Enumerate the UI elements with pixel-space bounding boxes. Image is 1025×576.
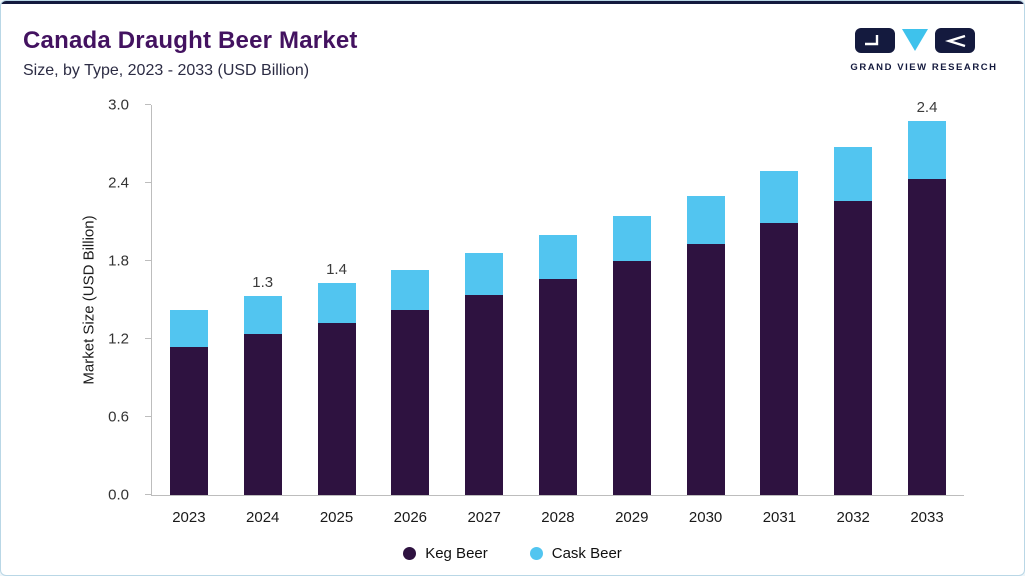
legend-swatch (403, 547, 417, 560)
y-tick-label: 1.8 (108, 252, 129, 270)
bar-segment-cask-beer (908, 120, 947, 180)
y-tick-label: 3.0 (108, 96, 129, 114)
legend-label: Keg Beer (425, 545, 488, 562)
bar-segment-cask-beer (243, 296, 282, 334)
bar-segment-keg-beer (834, 201, 873, 495)
y-tick-mark (145, 416, 151, 417)
y-tick-label: 0.0 (108, 486, 129, 504)
bar-group-2026: 2026 (391, 105, 430, 526)
logo-right-shape (935, 28, 975, 53)
bar-segment-keg-beer (391, 310, 430, 495)
page-subtitle: Size, by Type, 2023 - 2033 (USD Billion) (23, 62, 310, 79)
x-tick-label: 2032 (836, 509, 870, 526)
bar-group-2024: 1.3 2024 (243, 105, 282, 526)
bar-group-2027: 2027 (465, 105, 504, 526)
y-tick-label: 1.2 (108, 330, 129, 348)
bar-segment-cask-beer (834, 146, 873, 202)
bar-group-2028: 2028 (538, 105, 577, 526)
bar-segment-keg-beer (465, 294, 504, 495)
bar-segment-cask-beer (686, 196, 725, 245)
x-tick-label: 2033 (910, 509, 944, 526)
top-accent-bar (1, 1, 1024, 4)
y-tick-mark (145, 494, 151, 495)
y-tick-mark (145, 104, 151, 105)
bar-segment-keg-beer (169, 346, 208, 495)
legend-label: Cask Beer (551, 545, 622, 562)
bar-segment-cask-beer (612, 215, 651, 261)
bar-segment-keg-beer (686, 244, 725, 495)
bar-segment-cask-beer (169, 310, 208, 347)
bar-segment-cask-beer (391, 270, 430, 311)
bar-segment-cask-beer (317, 283, 356, 324)
y-tick-label: 0.6 (108, 408, 129, 426)
x-tick-label: 2030 (688, 509, 723, 526)
logo-left-glyph (865, 35, 879, 46)
y-axis-tick-labels: 0.0 0.6 1.2 1.8 2.4 3.0 (93, 97, 141, 504)
y-tick-mark (145, 260, 151, 261)
x-tick-label: 2023 (172, 509, 206, 526)
page-title: Canada Draught Beer Market (23, 27, 358, 54)
legend-item-cask-beer: Cask Beer (529, 545, 622, 562)
gvr-logo-icon (855, 28, 975, 53)
x-tick-label: 2031 (762, 509, 797, 526)
logo-left-shape (855, 28, 895, 53)
legend-swatch (529, 547, 543, 560)
bars-row: 2023 1.3 2024 1.4 2025 2026 2027 2028 2029 2030 20… (152, 99, 964, 526)
bar-group-2023: 2023 (169, 105, 208, 526)
x-tick-label: 2025 (319, 509, 354, 526)
bar-group-2032: 2032 (834, 105, 873, 526)
bar-group-2031: 2031 (760, 105, 799, 526)
x-tick-label: 2027 (467, 509, 501, 526)
x-tick-label: 2024 (246, 509, 280, 526)
x-tick-label: 2029 (615, 509, 649, 526)
bar-segment-cask-beer (538, 235, 577, 280)
y-tick-mark (145, 338, 151, 339)
bar-group-2025: 1.4 2025 (317, 105, 356, 526)
bar-segment-keg-beer (908, 179, 947, 495)
bar-group-2030: 2030 (686, 105, 725, 526)
gvr-logo: GRAND VIEW RESEARCH (850, 27, 998, 73)
chart-legend: Keg Beer Cask Beer (1, 545, 1024, 562)
chart-plot-area: 2023 1.3 2024 1.4 2025 2026 2027 2028 2029 2030 20… (145, 99, 964, 526)
bar-segment-keg-beer (538, 279, 577, 495)
bar-segment-cask-beer (760, 171, 799, 224)
legend-item-keg-beer: Keg Beer (403, 545, 488, 562)
header: Canada Draught Beer Market Size, by Type… (23, 27, 358, 80)
y-tick-label: 2.4 (108, 174, 129, 192)
bar-value-label: 1.4 (326, 261, 347, 279)
x-tick-label: 2026 (393, 509, 428, 526)
bar-segment-keg-beer (317, 323, 356, 495)
bar-value-label: 2.4 (916, 98, 938, 116)
bar-segment-keg-beer (243, 333, 282, 495)
bar-segment-keg-beer (612, 261, 651, 495)
bar-group-2033: 2.4 2033 (908, 99, 947, 526)
logo-right-glyph (944, 34, 966, 48)
x-tick-label: 2028 (541, 509, 575, 526)
bar-segment-cask-beer (465, 253, 504, 295)
y-tick-mark (145, 182, 151, 183)
bar-segment-keg-beer (760, 223, 799, 495)
bar-group-2029: 2029 (612, 105, 651, 526)
bar-value-label: 1.3 (252, 274, 274, 292)
logo-text: GRAND VIEW RESEARCH (850, 62, 998, 73)
logo-triangle-shape (902, 29, 928, 51)
